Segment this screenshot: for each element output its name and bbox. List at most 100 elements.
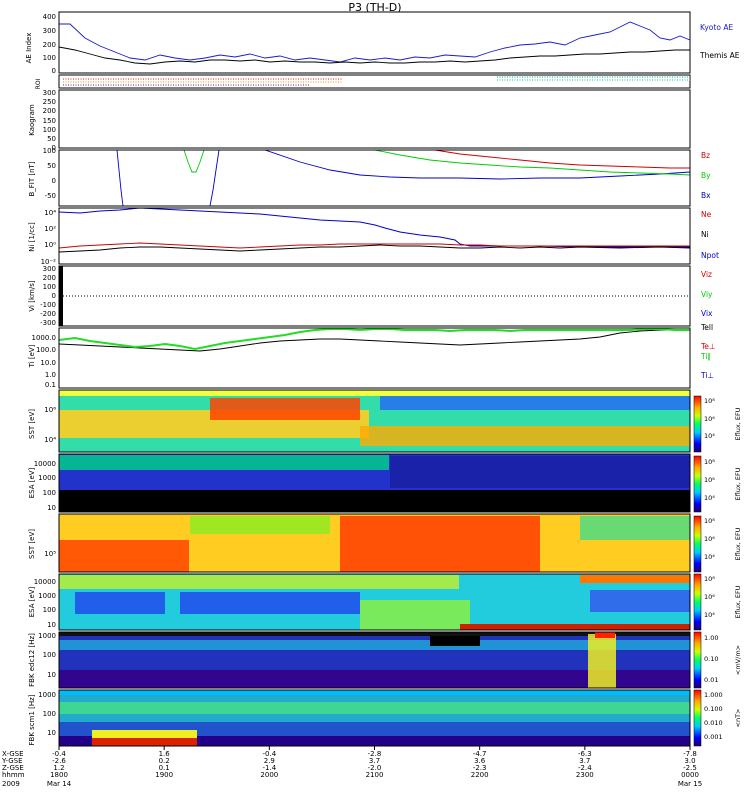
ytick-v-0: 300 [43,265,56,273]
x-tick-label: -0.4 [262,750,276,758]
esa2-green-low [360,600,470,630]
fbk1-black-mid [430,636,480,646]
panel-fbk-1: FBK edc12 [Hz] 1000 100 10 1.00 0.10 0.0… [28,631,742,689]
legend-ne: Ne [701,210,712,219]
panel-temperature: Ti [eV] 1000.0 100.0 10.0 1.0 0.1 Tell T… [28,323,715,389]
x-tick-label: 1.2 [53,764,64,772]
ylabel-esa1: ESA [eV] [28,467,36,498]
panel-fbk-2: FBK scm1 [Hz] 1000 100 10 1.000 0.100 0.… [28,689,742,747]
ytick-esa2-1: 1000 [38,592,56,600]
x-tick-label: -6.3 [578,750,592,758]
x-tick-label: -4.7 [473,750,487,758]
legend-viz: Viz [701,270,712,279]
panel-kaogram: Kaogram 300 250 200 150 100 50 0 [28,89,691,152]
panel-esa-2: ESA [eV] 10000 1000 100 10 10⁸ 10⁶ 10⁴ E… [28,573,742,631]
cbar-tick-fbk1-2: 0.01 [704,676,718,684]
plot-frame-fbk1 [58,631,691,689]
legend-by: By [701,171,711,180]
ytick-fbk1-1: 100 [43,651,56,659]
sst2-green-right [580,516,690,540]
cbar-tick-sst2-4: 10⁴ [704,553,715,561]
ytick-esa2-0: 10000 [34,578,56,586]
cbar-tick-esa1-2: 10⁶ [704,476,715,484]
ytick-b-1: 50 [47,162,56,170]
x-tick-label: 1900 [155,771,173,779]
ytick-sst1-2: 10⁴ [44,436,56,444]
fbk1-cyan-bands [59,640,690,650]
ylabel-sst1: SST [eV] [28,409,36,439]
x-tick-label: -2.6 [52,757,66,765]
series-tell [58,329,690,352]
ytick-esa2-3: 10 [47,621,56,629]
ylabel-fbk1: FBK edc12 [Hz] [28,633,36,687]
ytick-v-6: -300 [40,319,56,327]
plot-frame-kaogram [58,89,691,149]
legend-teperp: Te⊥ [700,342,715,351]
plot-frame-sst1 [58,389,691,453]
figure-title: P3 (TH-D) [348,1,401,14]
series-bx-2 [209,149,691,207]
series-themis-ae [58,46,690,65]
colorbar-esa2 [693,573,702,631]
ytick-kp-6: 0 [52,144,56,152]
ytick-esa1-0: 10000 [34,460,56,468]
x-tick-label: -2.8 [368,750,382,758]
ytick-sst2-1: 10⁵ [44,550,56,558]
fbk1-black-top [59,632,690,636]
series-npot [58,244,691,253]
fbk2-yellow-band [92,730,197,738]
ytick-t-0: 1000.0 [32,334,57,342]
ylabel-ae: AE Index [25,33,33,64]
ytick-ae-0: 400 [43,13,56,21]
plot-frame-sst2 [58,513,691,573]
sst2-green-top [190,516,330,534]
esa1-green-top [59,455,389,470]
plot-frame-bfield [58,149,691,207]
panel-roi: ROI [35,74,691,89]
ytick-kp-3: 150 [43,117,56,125]
panel-esa-1: ESA [eV] 10000 1000 100 10 10⁸ 10⁶ 10⁴ E… [28,453,742,513]
esa2-blue-left [75,592,165,614]
sst1-blue-band [380,396,690,410]
x-tick-label: 2000 [260,771,278,779]
fbk2-cyan-top [59,691,690,695]
fbk2-red-bar [92,738,197,746]
ytick-ae-1: 300 [43,27,56,35]
x-tick-label: -2.4 [578,764,592,772]
x-tick-label: -7.8 [683,750,697,758]
x-tick-label: 3.6 [474,757,486,765]
x-tick-label: 3.0 [684,757,695,765]
x-tick-label: 0.2 [159,757,170,765]
x-tick-label: 1.6 [159,750,171,758]
ytick-ae-2: 200 [43,41,56,49]
ytick-esa1-2: 100 [43,489,56,497]
ytick-ae-4: 0 [52,67,56,75]
cbar-tick-sst1-2: 10⁶ [704,415,715,423]
legend-ni: Ni [701,230,709,239]
ytick-v-2: 100 [43,283,56,291]
plot-frame-temp [58,327,691,389]
colorbar-sst1 [693,395,702,453]
series-by [374,149,691,176]
x-tick-label: 3.7 [369,757,380,765]
ytick-fbk1-0: 1000 [38,632,56,640]
esa2-red-floor [460,624,690,630]
x-axis-ephemeris: X-GSE Y-GSE Z-GSE hhmm 2009 -0.4-2.61.21… [1,746,702,788]
panel-bfield: B_FIT [nT] 100 50 0 -50 Bz By Bx [28,147,711,207]
ytick-sst1-0: 10⁶ [44,406,56,414]
series-kyoto-ae [59,21,691,63]
cbar-label-fbk2: <nT> [734,709,742,728]
x-tick-label: 3.7 [579,757,590,765]
esa2-orange-right [580,575,690,583]
legend-npot: Npot [701,251,719,260]
x-tick-label: -2.0 [368,764,382,772]
plot-frame-velocity [58,265,691,327]
legend-kyoto-ae: Kyoto AE [700,23,733,32]
cbar-tick-sst2-0: 10⁸ [704,517,715,525]
x-tick-label: -1.4 [262,764,276,772]
x-tick-label: 0000 [681,771,699,779]
ytick-ae-3: 100 [43,54,56,62]
x-tick-label: 0.1 [159,764,170,772]
